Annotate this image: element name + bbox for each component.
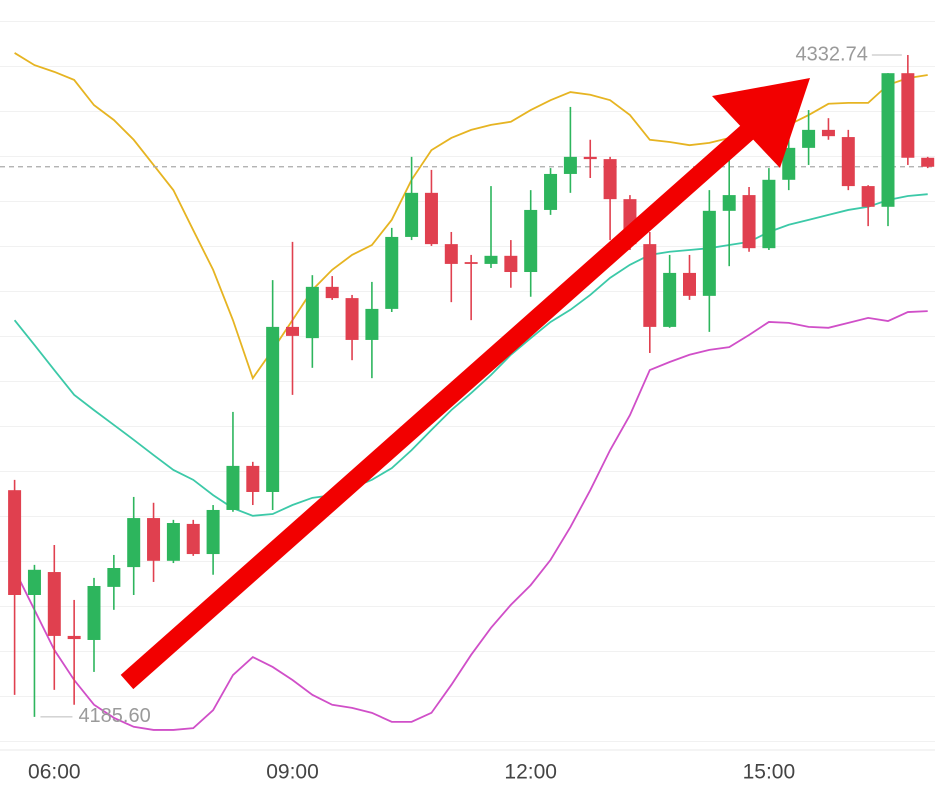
candle-body bbox=[127, 518, 141, 568]
annotation-label: 4185.60 bbox=[78, 705, 150, 727]
candle-body bbox=[87, 585, 101, 640]
x-tick-label: 06:00 bbox=[28, 761, 81, 784]
candle-body bbox=[47, 572, 61, 636]
candle-body bbox=[206, 509, 220, 555]
candle-body bbox=[504, 255, 518, 273]
candle-body bbox=[782, 147, 796, 180]
candle-body bbox=[663, 272, 677, 327]
candle-body bbox=[424, 192, 438, 245]
candle-body bbox=[742, 195, 756, 249]
candle-body bbox=[464, 262, 478, 264]
arrow-head bbox=[712, 78, 810, 168]
candle-body bbox=[921, 157, 935, 167]
candle-body bbox=[821, 129, 835, 137]
candle-body bbox=[27, 569, 41, 595]
candle-body bbox=[861, 186, 875, 207]
arrow-shaft bbox=[120, 120, 759, 690]
candle-body bbox=[246, 465, 260, 492]
candle-body bbox=[166, 523, 180, 561]
candle-body bbox=[722, 195, 736, 211]
candle-body bbox=[702, 210, 716, 296]
candle-body bbox=[484, 255, 498, 264]
candle-body bbox=[147, 518, 161, 561]
candle-body bbox=[524, 209, 538, 273]
candle-body bbox=[544, 173, 558, 210]
annotation-label: 4332.74 bbox=[796, 43, 868, 65]
x-tick-label: 15:00 bbox=[743, 761, 796, 784]
candle-body bbox=[901, 73, 915, 158]
candle-body bbox=[266, 326, 280, 492]
candle-body bbox=[186, 523, 200, 555]
candle-body bbox=[107, 567, 121, 587]
band-line bbox=[13, 310, 928, 731]
candle-body bbox=[583, 156, 597, 160]
trend-arrow bbox=[120, 78, 810, 690]
candle-body bbox=[8, 490, 22, 595]
candle-body bbox=[881, 73, 895, 207]
candle-body bbox=[841, 137, 855, 187]
candle-body bbox=[405, 192, 419, 237]
candle-body bbox=[762, 179, 776, 249]
plot-area bbox=[0, 52, 935, 731]
candle-body bbox=[385, 236, 399, 309]
candle-body bbox=[603, 159, 617, 200]
candle-body bbox=[226, 465, 240, 510]
candle-body bbox=[67, 635, 81, 640]
band-line bbox=[13, 193, 928, 517]
x-tick-label: 12:00 bbox=[504, 761, 557, 784]
candle-body bbox=[305, 286, 319, 339]
candle-body bbox=[365, 308, 379, 340]
candle-body bbox=[345, 298, 359, 340]
candle-body bbox=[325, 286, 339, 299]
candle-body bbox=[643, 244, 657, 327]
candle-body bbox=[286, 326, 299, 336]
candle-body bbox=[802, 129, 816, 148]
x-tick-label: 09:00 bbox=[266, 761, 319, 784]
candle-body bbox=[563, 156, 577, 174]
candle-body bbox=[444, 244, 458, 264]
candle-body bbox=[683, 272, 696, 296]
